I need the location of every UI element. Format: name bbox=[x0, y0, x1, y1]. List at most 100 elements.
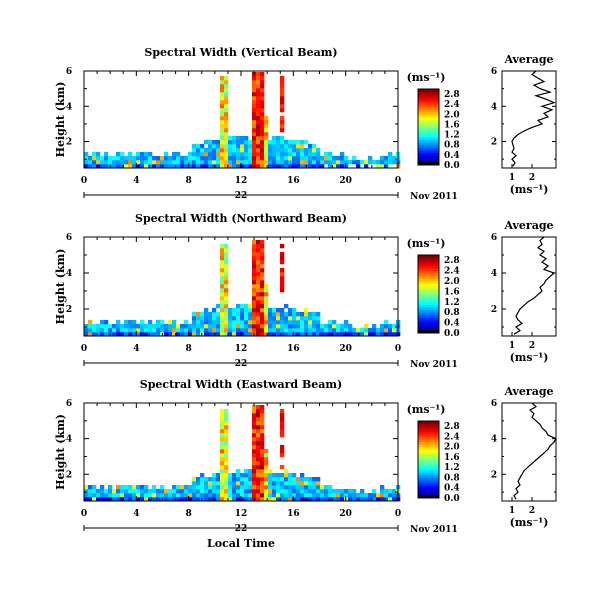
heatmap-cell bbox=[92, 489, 97, 494]
heatmap-cell bbox=[260, 417, 265, 422]
heatmap-cell bbox=[236, 328, 241, 333]
heatmap-cell bbox=[112, 328, 117, 333]
heatmap-cell bbox=[252, 124, 257, 129]
colorbar-swatch bbox=[418, 299, 439, 303]
heatmap-cell bbox=[224, 280, 229, 285]
heatmap-cell bbox=[244, 489, 249, 494]
colorbar-swatch bbox=[418, 89, 439, 93]
heatmap-cell bbox=[348, 332, 353, 337]
heatmap-cell bbox=[260, 433, 265, 438]
heatmap-cell bbox=[216, 312, 221, 317]
heatmap-cell bbox=[312, 481, 317, 486]
y-tick-label: 6 bbox=[66, 399, 72, 409]
heatmap-cell bbox=[300, 152, 305, 157]
heatmap-cell bbox=[280, 493, 285, 498]
heatmap-cell bbox=[292, 328, 297, 333]
heatmap-cell bbox=[264, 292, 269, 297]
heatmap-cell bbox=[216, 152, 221, 157]
heatmap-cell bbox=[324, 497, 329, 502]
heatmap-cell bbox=[140, 493, 145, 498]
colorbar-zero-band bbox=[418, 162, 439, 165]
heatmap-cell bbox=[252, 280, 257, 285]
heatmap-cell bbox=[236, 477, 241, 482]
heatmap-cell bbox=[340, 332, 345, 337]
heatmap-cell bbox=[188, 332, 193, 337]
heatmap-cell bbox=[260, 308, 265, 313]
heatmap-cell bbox=[236, 164, 241, 169]
heatmap-cell bbox=[228, 497, 233, 502]
x-ticks: 0 4 8 12 16 20 0 bbox=[81, 237, 401, 354]
heatmap-cell bbox=[360, 489, 365, 494]
heatmap-cell bbox=[372, 328, 377, 333]
heatmap-cell bbox=[256, 120, 261, 125]
heatmap-cell bbox=[264, 148, 269, 153]
heatmap-cell bbox=[344, 328, 349, 333]
heatmap-cell bbox=[324, 324, 329, 329]
colorbar-swatch bbox=[418, 101, 439, 105]
heatmap-cell bbox=[144, 485, 149, 490]
heatmap-cell bbox=[272, 308, 277, 313]
heatmap-cell bbox=[364, 497, 369, 502]
heatmap-cell bbox=[220, 100, 225, 105]
day-label: 22 bbox=[235, 191, 248, 201]
heatmap-cell bbox=[216, 493, 221, 498]
colorbar-swatch bbox=[418, 317, 439, 321]
heatmap-cell bbox=[188, 493, 193, 498]
heatmap-cell bbox=[140, 485, 145, 490]
heatmap-cell bbox=[356, 332, 361, 337]
heatmap-cell bbox=[308, 160, 313, 165]
heatmap-cell bbox=[328, 332, 333, 337]
heatmap-cell bbox=[144, 489, 149, 494]
heatmap-cell bbox=[316, 160, 321, 165]
heatmap-cell bbox=[256, 316, 261, 321]
heatmap-cell bbox=[116, 328, 121, 333]
heatmap-cell bbox=[128, 164, 133, 169]
heatmap-cell bbox=[264, 156, 269, 161]
heatmap-cell bbox=[220, 128, 225, 133]
heatmap-cell bbox=[252, 465, 257, 470]
heatmap-cell bbox=[84, 152, 89, 157]
heatmap-cell bbox=[220, 437, 225, 442]
heatmap-cell bbox=[92, 160, 97, 165]
heatmap-cell bbox=[184, 160, 189, 165]
heatmap-cell bbox=[348, 324, 353, 329]
heatmap-cell bbox=[280, 485, 285, 490]
heatmap-cell bbox=[212, 312, 217, 317]
heatmap-cell bbox=[224, 108, 229, 113]
y-tick-label: 2 bbox=[66, 138, 72, 148]
heatmap-cell bbox=[280, 497, 285, 502]
heatmap-cell bbox=[292, 148, 297, 153]
heatmap-cell bbox=[140, 156, 145, 161]
heatmap-cell bbox=[228, 481, 233, 486]
heatmap-cell bbox=[192, 477, 197, 482]
heatmap-cell bbox=[256, 437, 261, 442]
heatmap-cell bbox=[224, 124, 229, 129]
heatmap-cell bbox=[220, 104, 225, 109]
heatmap-cell bbox=[208, 481, 213, 486]
heatmap-cell bbox=[120, 152, 125, 157]
heatmap-cell bbox=[308, 316, 313, 321]
heatmap-cell bbox=[220, 441, 225, 446]
average-y-tick-label: 6 bbox=[491, 233, 497, 243]
heatmap-cell bbox=[264, 461, 269, 466]
heatmap-cell bbox=[248, 477, 253, 482]
colorbar-swatch bbox=[418, 314, 439, 318]
heatmap-cell bbox=[332, 332, 337, 337]
heatmap-cell bbox=[340, 164, 345, 169]
heatmap-cell bbox=[260, 437, 265, 442]
heatmap-cell bbox=[324, 328, 329, 333]
heatmap-cell bbox=[280, 96, 285, 101]
heatmap-cell bbox=[204, 312, 209, 317]
heatmap-cell bbox=[244, 469, 249, 474]
heatmap-cell bbox=[220, 92, 225, 97]
heatmap-cell bbox=[224, 88, 229, 93]
heatmap-cell bbox=[208, 140, 213, 145]
average-x-tick-label: 2 bbox=[529, 173, 535, 183]
colorbar-swatch bbox=[418, 482, 439, 486]
heatmap-cell bbox=[316, 332, 321, 337]
heatmap-cell bbox=[296, 144, 301, 149]
heatmap-cell bbox=[84, 156, 89, 161]
colorbar-swatch bbox=[418, 116, 439, 120]
heatmap-cell bbox=[116, 164, 121, 169]
heatmap-cell bbox=[292, 332, 297, 337]
